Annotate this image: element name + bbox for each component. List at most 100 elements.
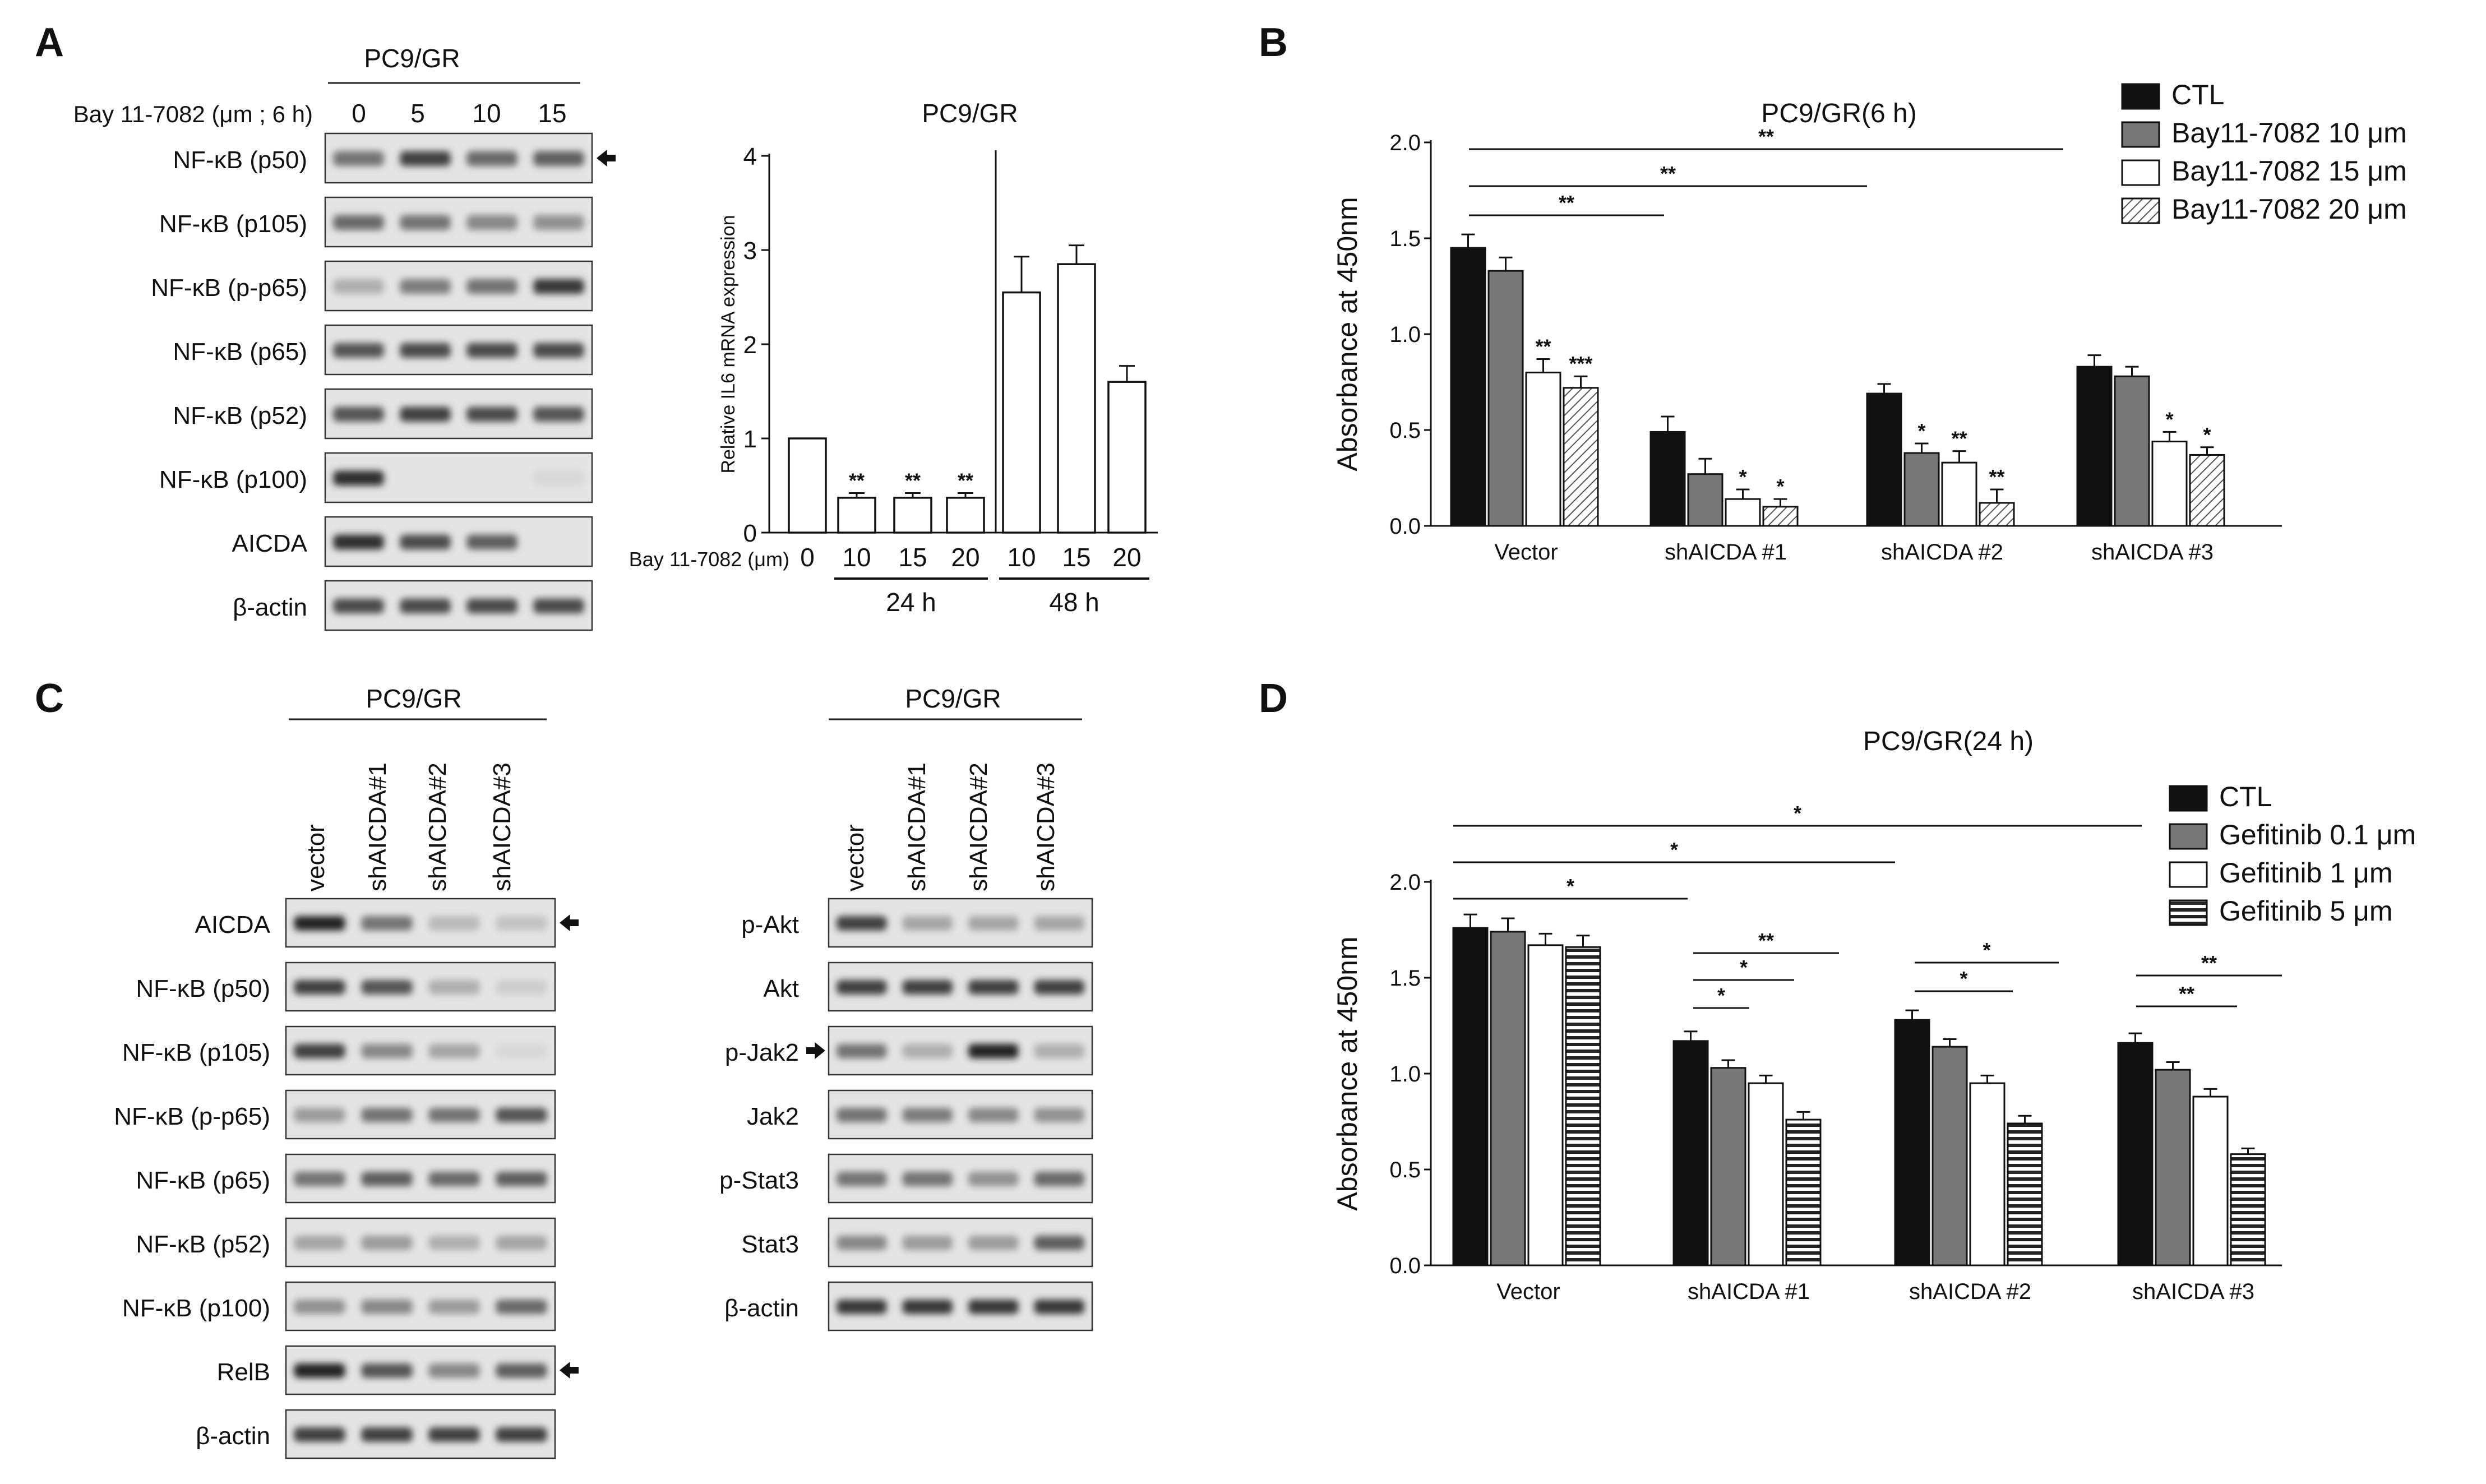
panel-label-c: C <box>35 676 64 721</box>
chartB-x-tick-label: shAICDA #1 <box>1665 540 1787 565</box>
chartB-bar <box>1563 387 1599 527</box>
blot-band <box>837 916 887 931</box>
blot-band <box>902 1171 953 1186</box>
blot-label-aicda: AICDA <box>195 911 271 939</box>
blot-band <box>428 1235 480 1250</box>
chart-a-x-tick-label: 15 <box>1062 543 1090 572</box>
chartB-legend-label: Bay11-7082 20 μm <box>2171 193 2407 225</box>
chartD-y-tick-label: 1.0 <box>1389 1062 1421 1087</box>
chartD-comparison-label: * <box>1717 984 1725 1007</box>
chartB-bar <box>1450 247 1486 527</box>
blot-label-stat3: Stat3 <box>741 1231 799 1258</box>
chartD-y-tick-label: 1.5 <box>1389 966 1421 991</box>
blot-band <box>837 1235 887 1250</box>
chartB-comparison-label: ** <box>1758 125 1774 148</box>
blot-band <box>428 1363 480 1378</box>
blot-band <box>902 979 953 995</box>
blot-label-nf-b-p50: NF-κB (p50) <box>136 975 270 1002</box>
panel-d-chart: PC9/GR(24 h) 0.0 0.5 1.0 1.5 2.0 Absorbance at… <box>1332 727 2416 1304</box>
chartB-significance: * <box>1739 465 1746 488</box>
chartD-y-tick-label: 0.0 <box>1389 1254 1421 1278</box>
chartD-bar <box>1527 944 1564 1266</box>
blot-band <box>294 1043 345 1058</box>
blot-band <box>361 979 413 995</box>
blot-band <box>400 151 451 167</box>
chartB-bar <box>1487 270 1524 527</box>
chartB-significance: * <box>2203 423 2211 446</box>
chartB-significance: *** <box>1569 352 1592 375</box>
chartB-significance: * <box>2165 408 2173 431</box>
chartD-comparison-label: ** <box>1758 929 1774 952</box>
panel-c-right-western-blot: PC9/GR vector shAICDA#1 shAICDA#2 shAICDA#3 p… <box>719 684 1093 1332</box>
chartD-bar <box>2007 1122 2043 1266</box>
chartD-bar <box>1672 1040 1709 1266</box>
blot-label-jak2: Jak2 <box>747 1103 799 1130</box>
blot-band <box>496 1427 547 1442</box>
chartD-bar <box>2192 1095 2229 1266</box>
blot-c-left-lane-label: shAICDA#1 <box>364 762 391 891</box>
blot-band <box>496 1363 547 1378</box>
blot-band <box>968 1235 1019 1250</box>
chartD-x-tick-label: shAICDA #1 <box>1688 1279 1810 1304</box>
chartB-y-tick-label: 1.0 <box>1389 322 1421 347</box>
blot-label-nf-b-p100: NF-κB (p100) <box>159 466 307 493</box>
blot-band <box>837 1107 887 1122</box>
chart-a-x-tick-label: 10 <box>1007 543 1036 572</box>
blot-label-nf-b-p52: NF-κB (p52) <box>136 1231 270 1258</box>
blot-c-right-lane-label: vector <box>842 824 869 891</box>
chart-a-y-label: Relative IL6 mRNA expression <box>718 215 739 473</box>
chartB-significance: ** <box>1951 427 1967 450</box>
chartB-bar <box>1903 452 1940 527</box>
chartB-bar <box>2114 375 2150 527</box>
blot-label-nf-b-p50: NF-κB (p50) <box>173 146 307 174</box>
blot-band <box>1034 1043 1084 1058</box>
chartB-legend-swatch <box>2121 159 2160 186</box>
blot-band <box>968 1299 1019 1314</box>
chartD-comparison-label: * <box>1567 875 1574 898</box>
blot-c-right-lane-label: shAICDA#2 <box>965 762 992 891</box>
blot-label-actin: β-actin <box>724 1295 799 1322</box>
chartB-legend-label: CTL <box>2171 79 2224 110</box>
chart-a-group-label: 24 h <box>886 588 936 617</box>
blot-band <box>533 215 584 230</box>
blot-band <box>428 916 480 931</box>
chartD-legend-label: Gefitinib 0.1 μm <box>2219 819 2416 850</box>
chart-a-significance: ** <box>958 469 973 492</box>
blot-band <box>1034 1235 1084 1250</box>
chartD-bar <box>2155 1069 2191 1266</box>
blot-band <box>400 279 451 294</box>
blot-band <box>466 343 517 358</box>
blot-band <box>361 1363 413 1378</box>
chartD-comparison-label: * <box>1794 802 1801 825</box>
blot-label-nf-b-p65: NF-κB (p65) <box>173 338 307 366</box>
blot-band <box>1034 1299 1084 1314</box>
chart-a-significance: ** <box>849 469 865 492</box>
panel-b-chart: PC9/GR(6 h) 0.0 0.5 1.0 1.5 2.0 Absorbance at … <box>1332 79 2407 565</box>
blot-band <box>533 343 584 358</box>
blot-a-dose-label: Bay 11-7082 (μm ; 6 h) <box>73 101 313 127</box>
blot-band <box>533 406 584 422</box>
blot-band <box>333 215 384 230</box>
chartD-legend-label: CTL <box>2219 781 2272 812</box>
chartB-bar <box>1979 502 2015 527</box>
chart-a-bar <box>1107 381 1147 534</box>
chartB-title: PC9/GR(6 h) <box>1761 99 1916 128</box>
blot-band <box>361 1043 413 1058</box>
chartB-legend-swatch <box>2121 197 2160 224</box>
chartD-bar <box>2230 1153 2266 1266</box>
blot-band <box>400 598 451 614</box>
chart-a-y-tick-label: 1 <box>743 426 757 453</box>
blot-band <box>466 215 517 230</box>
blot-band <box>294 1235 345 1250</box>
chartD-comparison-label: * <box>1740 956 1748 979</box>
chartD-legend-label: Gefitinib 1 μm <box>2219 857 2392 889</box>
blot-band <box>496 1299 547 1314</box>
blot-band <box>333 598 384 614</box>
blot-band <box>1034 916 1084 931</box>
chartD-x-tick-label: Vector <box>1496 1279 1560 1304</box>
chart-a-y-tick-label: 4 <box>743 143 757 170</box>
chartD-y-tick-label: 2.0 <box>1389 870 1421 895</box>
chart-a-significance: ** <box>905 469 921 492</box>
blot-band <box>428 1171 480 1186</box>
chart-a-title: PC9/GR <box>922 99 1018 128</box>
